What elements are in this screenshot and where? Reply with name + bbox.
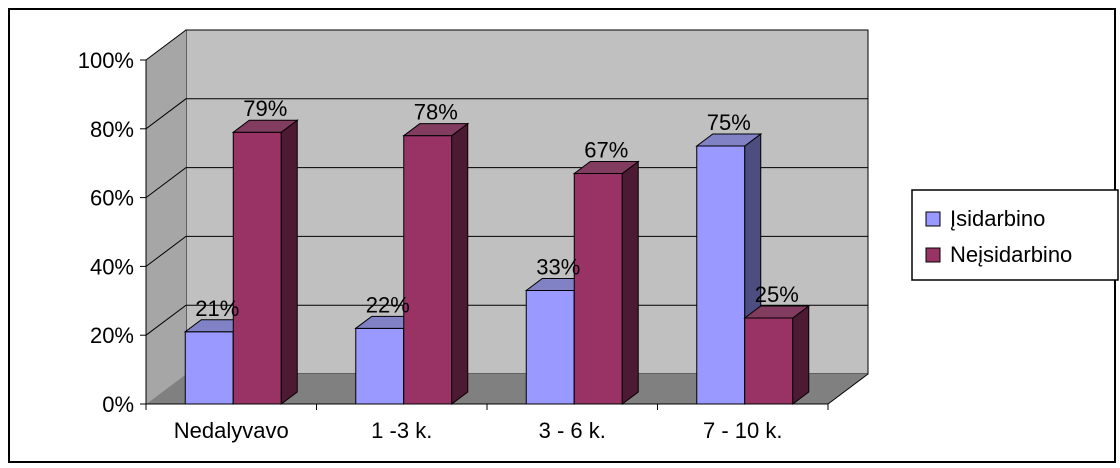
gridline bbox=[145, 304, 868, 336]
bar-neisidarbino-3-6-k- bbox=[572, 160, 640, 405]
bar-side bbox=[280, 119, 298, 405]
bar-front bbox=[696, 145, 746, 405]
y-tick-label: 80% bbox=[90, 117, 134, 142]
data-label-isidarbino-nedalyvavo: 21% bbox=[195, 296, 239, 321]
bar-front bbox=[525, 289, 575, 405]
data-label-neisidarbino-nedalyvavo: 79% bbox=[243, 96, 287, 121]
gridline bbox=[145, 98, 868, 130]
data-label-neisidarbino-7-10-k-: 25% bbox=[755, 282, 799, 307]
gridline bbox=[145, 167, 868, 199]
bar-neisidarbino-1-3-k- bbox=[402, 122, 470, 405]
legend-swatch-isidarbino bbox=[925, 211, 941, 227]
chart-floor bbox=[146, 374, 868, 404]
legend-swatch-neisidarbino bbox=[925, 247, 941, 263]
bar-neisidarbino-nedalyvavo bbox=[231, 119, 299, 405]
floor-right-edge bbox=[827, 373, 869, 405]
bar-front bbox=[355, 327, 405, 405]
y-tick-label: 0% bbox=[102, 392, 134, 417]
x-tick-label: 7 - 10 k. bbox=[703, 418, 782, 443]
y-tick-label: 20% bbox=[90, 323, 134, 348]
bars bbox=[183, 119, 811, 405]
bar-side bbox=[621, 160, 639, 405]
data-label-isidarbino-3-6-k-: 33% bbox=[536, 254, 580, 279]
legend-label-neisidarbino: Neįsidarbino bbox=[950, 242, 1072, 267]
legend-label-isidarbino: Įsidarbino bbox=[950, 206, 1045, 231]
bar-front bbox=[744, 317, 794, 405]
x-tick-label: Nedalyvavo bbox=[174, 418, 289, 443]
bar-isidarbino-7-10-k- bbox=[695, 133, 763, 405]
legend: Įsidarbino Neįsidarbino bbox=[911, 189, 1119, 281]
data-labels: 21% 79% 22% 78% 33% 67% 75% 25% bbox=[195, 96, 799, 321]
bar-neisidarbino-7-10-k- bbox=[743, 305, 811, 405]
data-label-neisidarbino-3-6-k-: 67% bbox=[584, 138, 628, 163]
gridline bbox=[145, 235, 868, 267]
legend-box bbox=[911, 189, 1119, 281]
bar-front bbox=[573, 173, 623, 405]
data-label-isidarbino-1-3-k-: 22% bbox=[366, 292, 410, 317]
bar-top bbox=[572, 161, 640, 175]
bar-top bbox=[743, 305, 811, 319]
y-axis-ticks: 0% 20% 40% 60% 80% 100% bbox=[78, 48, 146, 417]
x-axis-ticks: Nedalyvavo 1 -3 k. 3 - 6 k. 7 - 10 k. bbox=[145, 404, 829, 443]
gridlines bbox=[145, 29, 868, 336]
gridline bbox=[145, 29, 868, 61]
y-tick-label: 40% bbox=[90, 254, 134, 279]
bar-front bbox=[403, 135, 453, 405]
bar-top bbox=[231, 119, 299, 133]
x-tick-label: 1 -3 k. bbox=[371, 418, 432, 443]
bar-front bbox=[184, 331, 234, 405]
bar-top bbox=[695, 133, 763, 147]
bar-top bbox=[402, 123, 470, 137]
chart-side-wall bbox=[146, 30, 186, 404]
y-tick-label: 100% bbox=[78, 48, 134, 73]
x-tick-label: 3 - 6 k. bbox=[539, 418, 606, 443]
bar-side bbox=[451, 122, 469, 405]
y-tick-label: 60% bbox=[90, 186, 134, 211]
bar-side bbox=[792, 305, 810, 405]
data-label-neisidarbino-1-3-k-: 78% bbox=[414, 100, 458, 125]
bar-front bbox=[232, 131, 282, 405]
data-label-isidarbino-7-10-k-: 75% bbox=[707, 110, 751, 135]
